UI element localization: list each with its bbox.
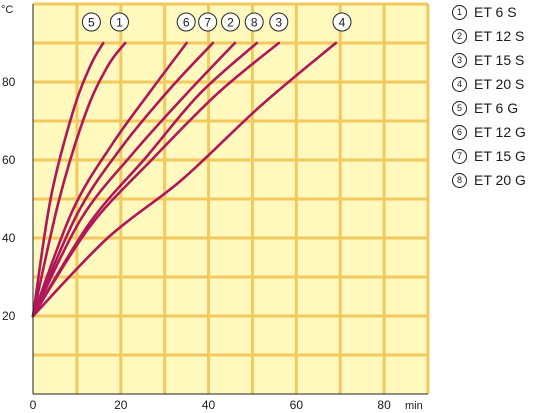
curve-marker-circle — [244, 12, 264, 32]
legend-label: ET 15 G — [474, 148, 526, 164]
legend-item: 1 ET 6 S — [452, 2, 517, 22]
y-tick-label: 20 — [2, 309, 16, 323]
legend-marker: 8 — [452, 172, 467, 188]
y-tick-label: 60 — [2, 153, 16, 167]
x-tick-label: 80 — [377, 398, 391, 412]
curve-marker-label: 2 — [227, 16, 234, 30]
axes — [32, 4, 428, 395]
legend-item: 6 ET 12 G — [452, 122, 526, 142]
tick-labels: 0 20 40 60 80 20 40 60 80 min °C — [1, 4, 423, 412]
curve-marker-circle — [198, 12, 218, 32]
curve-marker-circle — [176, 12, 196, 32]
series-line-2 — [31, 41, 237, 318]
series-line-8 — [31, 41, 259, 318]
curve-marker-circle — [221, 12, 240, 32]
series-line-1 — [31, 41, 127, 318]
legend-marker: 7 — [452, 148, 467, 164]
legend-label: ET 20 S — [474, 76, 525, 92]
curve-marker-circle — [109, 12, 129, 32]
curve-marker-label: 8 — [251, 16, 258, 30]
legend-item: 8 ET 20 G — [452, 170, 526, 190]
y-unit-label: °C — [1, 4, 13, 16]
curve-marker-label: 7 — [204, 16, 211, 30]
legend-item: 5 ET 6 G — [452, 98, 518, 118]
legend-marker: 1 — [452, 4, 467, 20]
legend-marker: 5 — [452, 100, 467, 116]
curve-marker-label: 3 — [275, 16, 282, 30]
legend-marker: 4 — [452, 76, 467, 92]
series-line-5 — [31, 41, 105, 318]
curve-marker-circle — [269, 12, 289, 32]
curve-marker-label: 4 — [339, 16, 346, 30]
legend-item: 2 ET 12 S — [452, 26, 524, 46]
curve-marker-label: 6 — [183, 16, 190, 30]
x-tick-label: 20 — [114, 398, 128, 412]
legend-label: ET 6 S — [474, 4, 517, 20]
curve-marker-circle — [332, 12, 352, 32]
legend-item: 4 ET 20 S — [452, 74, 524, 94]
y-tick-label: 40 — [2, 231, 16, 245]
curve-marker-circle — [81, 12, 101, 32]
series-line-4 — [31, 41, 338, 318]
grid-lines — [33, 2, 430, 394]
y-tick-label: 80 — [2, 75, 16, 89]
legend-label: ET 12 G — [474, 124, 526, 140]
legend-item: 7 ET 15 G — [452, 146, 526, 166]
legend-label: ET 20 G — [474, 172, 526, 188]
x-tick-label: 0 — [30, 398, 37, 412]
legend-marker: 2 — [452, 28, 467, 44]
legend-marker: 6 — [452, 124, 467, 140]
series-line-6 — [31, 41, 188, 318]
curve-marker-label: 5 — [88, 16, 95, 30]
curve-marker-label: 1 — [116, 16, 123, 30]
x-unit-label: min — [405, 400, 423, 412]
legend-label: ET 6 G — [474, 100, 519, 116]
legend-marker: 3 — [452, 52, 467, 68]
x-tick-label: 40 — [202, 398, 216, 412]
series-lines — [31, 41, 338, 318]
x-tick-label: 60 — [290, 398, 304, 412]
legend-label: ET 12 S — [474, 28, 525, 44]
legend-label: ET 15 S — [474, 52, 525, 68]
series-line-7 — [31, 41, 215, 318]
legend-item: 3 ET 15 S — [452, 50, 524, 70]
